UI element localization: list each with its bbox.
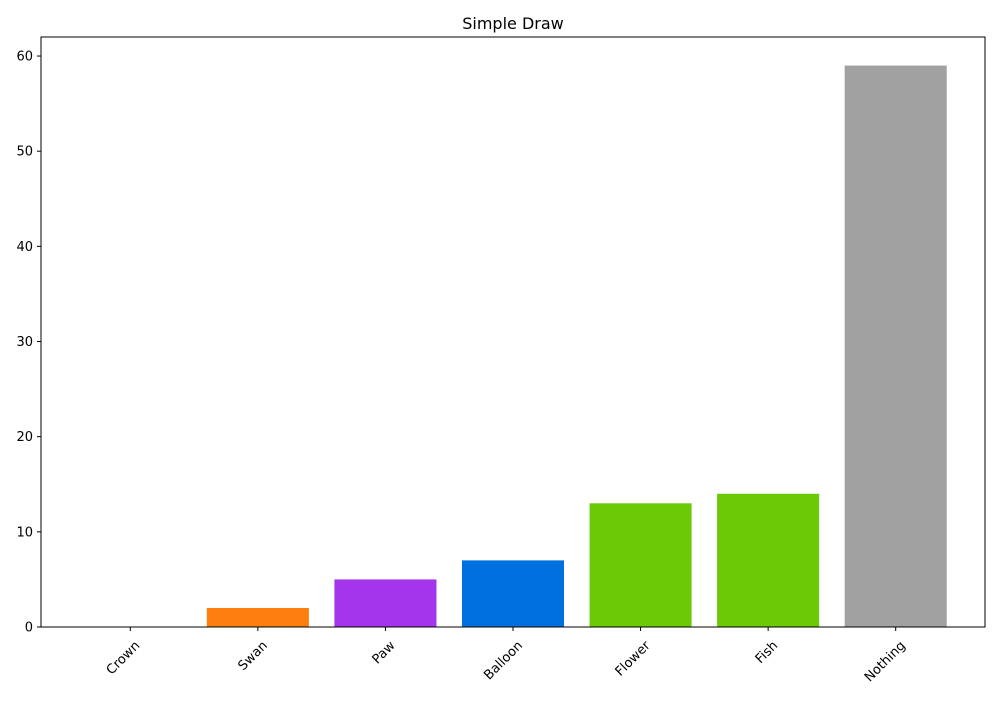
bar-swan xyxy=(206,607,309,627)
bars-layer xyxy=(206,65,947,628)
bar-nothing xyxy=(844,65,947,628)
x-tick-label-crown: Crown xyxy=(104,638,144,678)
x-tick-label-swan: Swan xyxy=(235,638,270,673)
x-tick-label-paw: Paw xyxy=(370,638,399,667)
bar-paw xyxy=(334,579,437,627)
y-axis: 0 10 20 30 40 50 60 xyxy=(16,50,41,636)
x-tick-label-nothing: Nothing xyxy=(862,638,909,685)
y-tick-label: 30 xyxy=(16,335,33,350)
x-axis: Crown Swan Paw Balloon Flower Fish Nothing xyxy=(104,627,909,685)
x-tick-label-balloon: Balloon xyxy=(481,638,526,683)
y-tick-label: 60 xyxy=(16,50,33,65)
y-tick-label: 10 xyxy=(16,525,33,540)
x-tick-label-flower: Flower xyxy=(613,638,654,679)
x-tick-label-fish: Fish xyxy=(753,638,781,666)
y-tick-label: 20 xyxy=(16,430,33,445)
y-tick-label: 40 xyxy=(16,240,33,255)
bar-fish xyxy=(717,493,820,627)
y-tick-label: 50 xyxy=(16,145,33,160)
plot-frame xyxy=(40,36,986,628)
y-tick-label: 0 xyxy=(25,621,33,636)
bar-flower xyxy=(589,503,692,627)
chart-title: Simple Draw xyxy=(462,14,564,33)
bar-balloon xyxy=(461,560,565,627)
